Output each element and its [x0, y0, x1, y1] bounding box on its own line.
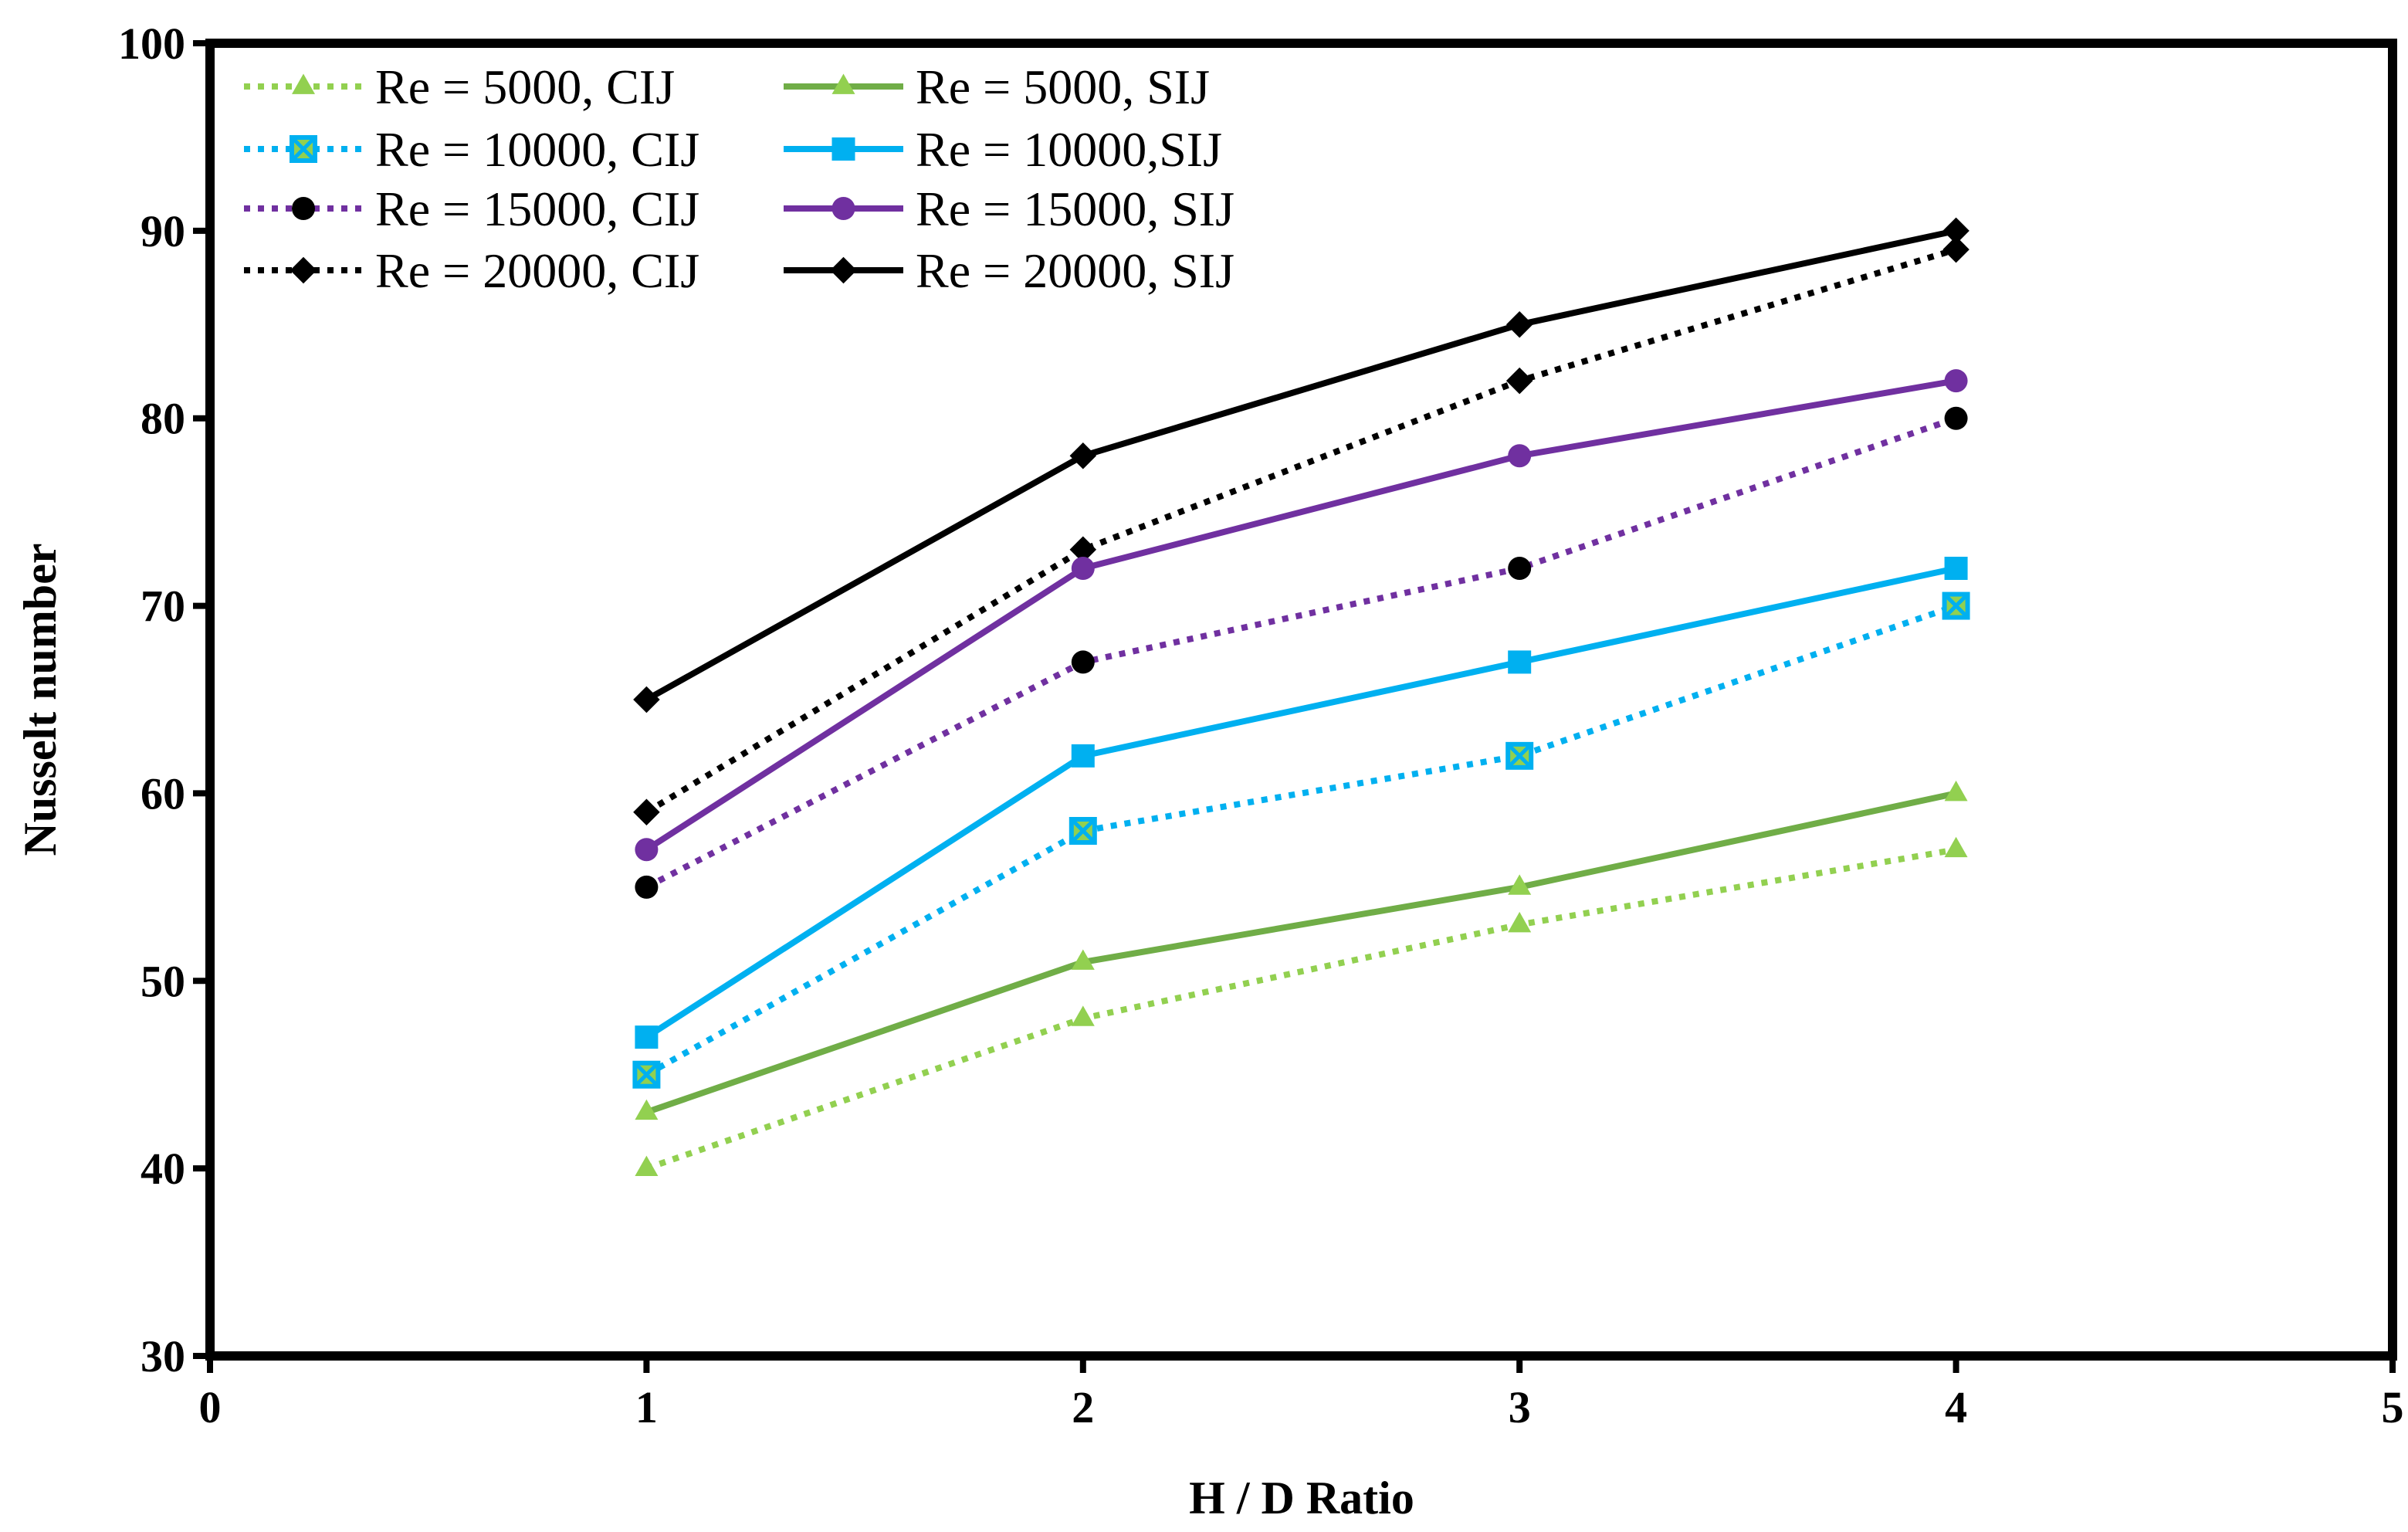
series-8-point-1 [633, 686, 660, 713]
y-tick-label: 90 [141, 206, 185, 256]
legend-swatch-marker [292, 197, 315, 220]
legend-swatch-marker [292, 73, 315, 94]
legend-label: Re = 10000, CIJ [375, 122, 699, 177]
series-2 [632, 591, 1970, 1089]
y-tick-label: 70 [141, 581, 185, 632]
x-tick-label: 1 [635, 1382, 658, 1432]
series-1-point-2 [1071, 1005, 1095, 1026]
series-2-point-2 [1069, 817, 1097, 845]
series-1 [635, 836, 1968, 1177]
y-axis-title: Nusselt number [15, 543, 66, 856]
series-3-point-3 [1508, 557, 1532, 580]
series-1-point-3 [1508, 911, 1532, 933]
x-tick-label: 5 [2382, 1382, 2404, 1432]
series-2-point-4-cross [1942, 592, 1969, 619]
series-8 [633, 217, 1969, 713]
y-tick-label: 40 [141, 1144, 185, 1194]
series-2-point-4 [1942, 591, 1970, 620]
series-6-point-4 [1944, 557, 1968, 580]
legend-swatch-marker [290, 256, 317, 284]
series-6-point-2 [1071, 744, 1095, 768]
series-7 [635, 369, 1968, 862]
series-6-line [645, 565, 1957, 1040]
legend-item-8: Re = 20000, SIJ [784, 243, 1234, 298]
series-8-point-4 [1942, 217, 1969, 245]
legend-swatch-marker [831, 137, 855, 161]
series-7-point-3 [1508, 444, 1532, 468]
series-7-point-1 [635, 838, 659, 862]
y-tick-label: 60 [141, 768, 185, 819]
series-8-point-2 [1069, 442, 1097, 469]
legend-swatch-marker [831, 73, 855, 94]
legend-label: Re = 20000, CIJ [375, 243, 699, 298]
series-1-line [645, 846, 1957, 1171]
legend-item-6: Re = 10000,SIJ [784, 122, 1222, 177]
legend-label: Re = 15000, CIJ [375, 181, 699, 236]
series-2-line [645, 602, 1957, 1078]
series-5-point-2 [1071, 949, 1095, 970]
series-5-point-4 [1944, 780, 1968, 802]
plot-area-frame [205, 39, 2397, 1361]
series-2-point-1 [632, 1060, 661, 1089]
legend-item-5: Re = 5000, SIJ [784, 59, 1210, 114]
x-axis-title: H / D Ratio [1189, 1473, 1414, 1524]
series-8-point-3 [1505, 311, 1533, 338]
series-6-point-3 [1508, 650, 1532, 674]
y-tick-label: 30 [141, 1331, 185, 1381]
series-5-point-1 [635, 1099, 659, 1120]
y-tick-label: 100 [118, 19, 185, 69]
legend-swatch-marker [831, 197, 855, 220]
legend-item-3: Re = 15000, CIJ [244, 181, 699, 236]
series-layer [632, 217, 1970, 1177]
legend-label: Re = 5000, SIJ [916, 59, 1210, 114]
legend-label: Re = 5000, CIJ [375, 59, 675, 114]
legend-label: Re = 20000, SIJ [916, 243, 1234, 298]
series-4-point-1 [633, 798, 660, 825]
series-6-point-1 [635, 1025, 659, 1049]
series-6 [635, 557, 1968, 1049]
legend-item-7: Re = 15000, SIJ [784, 181, 1234, 236]
series-4-point-3 [1505, 367, 1533, 395]
axis-ticks: 0 1 2 3 4 5 30 40 50 60 70 80 90 100 [118, 19, 2404, 1432]
series-7-line [645, 378, 1957, 852]
legend-swatch-marker [290, 135, 317, 163]
y-tick-label: 50 [141, 956, 185, 1006]
x-tick-label: 2 [1072, 1382, 1094, 1432]
series-4-point-4 [1942, 236, 1969, 263]
series-4-point-2 [1069, 536, 1097, 563]
series-7-point-4 [1944, 369, 1968, 393]
legend-swatch-marker-cross [290, 136, 317, 162]
series-3-line [645, 415, 1957, 890]
series-4-line [645, 246, 1957, 815]
series-8-line [645, 227, 1957, 703]
series-5-point-3 [1508, 874, 1532, 895]
y-tick-label: 80 [141, 394, 185, 444]
series-1-point-4 [1944, 836, 1968, 858]
series-3-point-4 [1944, 406, 1968, 430]
legend-label: Re = 10000,SIJ [916, 122, 1222, 177]
series-4 [633, 236, 1969, 825]
series-1-point-1 [635, 1155, 659, 1177]
series-5-line [645, 790, 1957, 1116]
series-5 [635, 780, 1968, 1120]
series-2-point-2-cross [1070, 818, 1096, 844]
series-7-point-2 [1071, 557, 1095, 580]
series-3-point-2 [1071, 650, 1095, 674]
series-2-point-3-cross [1506, 743, 1533, 769]
x-tick-label: 4 [1945, 1382, 1967, 1432]
series-3 [635, 406, 1968, 899]
legend-item-1: Re = 5000, CIJ [244, 59, 675, 114]
series-2-point-3 [1505, 741, 1534, 770]
x-tick-label: 3 [1509, 1382, 1531, 1432]
x-tick-label: 0 [199, 1382, 222, 1432]
legend-label: Re = 15000, SIJ [916, 181, 1234, 236]
series-2-point-1-cross [633, 1061, 660, 1088]
legend-item-4: Re = 20000, CIJ [244, 243, 699, 298]
legend-item-2: Re = 10000, CIJ [244, 122, 699, 177]
legend-swatch-marker [830, 256, 857, 284]
series-3-point-1 [635, 875, 659, 899]
